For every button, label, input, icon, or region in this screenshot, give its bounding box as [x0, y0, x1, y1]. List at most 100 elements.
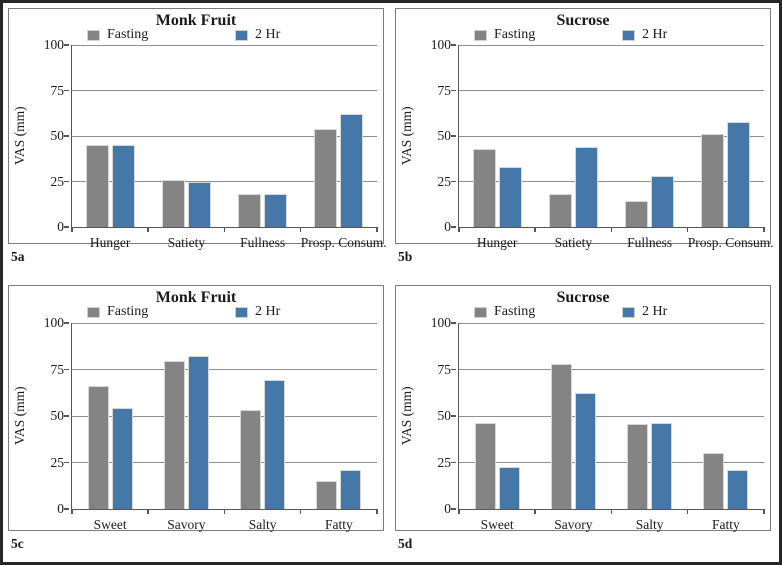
bar-fasting-prosp-consum — [701, 134, 725, 227]
y-tick-label-50: 50 — [437, 128, 452, 143]
y-tick-mark — [64, 415, 69, 417]
bar-fasting-hunger — [472, 148, 496, 227]
gridline-75 — [459, 369, 764, 370]
bar-2-hr-sweet — [111, 407, 133, 509]
x-category-label-sweet: Sweet — [480, 517, 514, 532]
chart-panel-5c: Monk Fruit Fasting 2 Hr VAS (mm) 0 25 50 75… — [8, 285, 384, 532]
y-tick-mark — [451, 322, 456, 324]
legend-label-2hr: 2 Hr — [255, 27, 281, 42]
x-tick-mark — [71, 227, 73, 232]
y-tick-mark — [64, 180, 69, 183]
gridline-75 — [72, 90, 377, 91]
x-category-label-satiety: Satiety — [167, 235, 206, 250]
legend-item-2hr: 2 Hr — [622, 304, 667, 320]
chart-title: Monk Fruit — [155, 289, 237, 306]
bar-2-hr-fullness — [264, 194, 288, 227]
y-tick-label-0: 0 — [57, 219, 64, 234]
x-tick-mark — [763, 227, 765, 232]
x-tick-mark — [299, 509, 302, 514]
x-tick-mark — [763, 509, 765, 514]
chart-title: Sucrose — [556, 12, 610, 29]
gridline-25 — [72, 181, 377, 182]
x-tick-mark — [376, 509, 378, 514]
legend-swatch-fasting — [474, 29, 487, 41]
x-category-label-salty: Salty — [248, 517, 277, 532]
legend-swatch-fasting — [87, 29, 100, 41]
legend-swatch-fasting — [87, 306, 100, 318]
bar-fasting-sweet — [87, 386, 109, 509]
gridline-100 — [72, 44, 377, 46]
legend-label-2hr: 2 Hr — [255, 304, 281, 319]
bar-fasting-savory — [550, 363, 572, 509]
y-tick-mark — [451, 135, 456, 137]
x-category-label-salty: Salty — [635, 517, 664, 532]
y-tick-mark — [451, 89, 456, 92]
y-tick-label-75: 75 — [50, 82, 65, 98]
plot-area: 0 25 50 75 100 Sweet Savory Salty Fatty — [44, 315, 378, 532]
bar-fasting-fatty — [316, 481, 338, 509]
gridline-25 — [459, 181, 764, 182]
x-category-label-satiety: Satiety — [554, 235, 593, 250]
legend-item-fasting: Fasting — [87, 304, 148, 320]
x-tick-mark — [610, 509, 612, 514]
y-tick-mark — [451, 461, 456, 464]
gridline-25 — [72, 462, 377, 463]
bar-fasting-hunger — [85, 145, 109, 227]
x-category-label-sweet: Sweet — [93, 517, 127, 532]
panel-label-5c: 5c — [11, 536, 24, 551]
y-tick-mark — [64, 322, 69, 324]
y-tick-label-25: 25 — [437, 173, 452, 189]
chart-panel-5a: Monk Fruit Fasting 2 Hr VAS (mm) 0 25 50 75… — [8, 8, 387, 250]
legend-item-fasting: Fasting — [474, 27, 535, 43]
x-tick-mark — [686, 227, 689, 232]
gridline-50 — [459, 415, 764, 417]
y-tick-label-0: 0 — [444, 219, 451, 234]
bar-2-hr-savory — [187, 356, 209, 509]
bar-2-hr-fullness — [651, 176, 675, 227]
gridline-100 — [72, 322, 377, 324]
bar-fasting-salty — [627, 424, 649, 509]
y-tick-label-25: 25 — [437, 454, 452, 470]
legend-item-2hr: 2 Hr — [235, 27, 280, 43]
gridline-100 — [459, 44, 764, 46]
panel-label-5d: 5d — [398, 536, 413, 551]
chart-panel-5d: Sucrose Fasting 2 Hr VAS (mm) 0 25 50 75 100… — [395, 285, 771, 532]
gridline-75 — [72, 369, 377, 370]
y-tick-mark — [451, 508, 456, 510]
bar-2-hr-hunger — [498, 166, 522, 227]
y-tick-label-50: 50 — [50, 128, 65, 143]
plot-area: 0 25 50 75 100 Hunger Satiety Fullness Prosp. Co… — [431, 37, 774, 250]
legend-label-2hr: 2 Hr — [642, 304, 668, 319]
x-tick-mark — [686, 509, 689, 514]
x-tick-mark — [223, 227, 225, 232]
bar-fasting-sweet — [474, 423, 496, 509]
x-tick-mark — [610, 227, 612, 232]
bar-2-hr-sweet — [498, 467, 520, 509]
bar-2-hr-satiety — [187, 181, 211, 227]
legend-label-2hr: 2 Hr — [642, 27, 668, 42]
y-tick-mark — [451, 44, 456, 46]
y-tick-mark — [64, 44, 69, 46]
y-tick-label-75: 75 — [437, 82, 452, 98]
legend-label-fasting: Fasting — [494, 304, 536, 319]
legend: Fasting 2 Hr — [396, 27, 770, 43]
bar-2-hr-savory — [574, 392, 596, 509]
bar-2-hr-satiety — [574, 146, 598, 227]
y-tick-label-25: 25 — [50, 454, 65, 470]
y-tick-mark — [64, 508, 69, 510]
y-tick-label-25: 25 — [50, 173, 65, 189]
chart-title: Sucrose — [556, 289, 610, 306]
plot-area: 0 25 50 75 100 Sweet Savory Salty Fatty — [431, 315, 765, 532]
legend: Fasting 2 Hr — [396, 304, 770, 320]
x-tick-mark — [376, 227, 378, 232]
x-tick-mark — [534, 509, 536, 514]
y-tick-label-100: 100 — [43, 37, 64, 52]
gridline-100 — [459, 322, 764, 324]
legend-label-fasting: Fasting — [107, 27, 149, 42]
y-tick-mark — [64, 89, 69, 92]
chart-title: Monk Fruit — [155, 12, 237, 29]
x-tick-mark — [299, 227, 302, 232]
x-tick-mark — [534, 227, 536, 232]
legend-item-2hr: 2 Hr — [235, 304, 280, 320]
legend-swatch-fasting — [474, 306, 487, 318]
